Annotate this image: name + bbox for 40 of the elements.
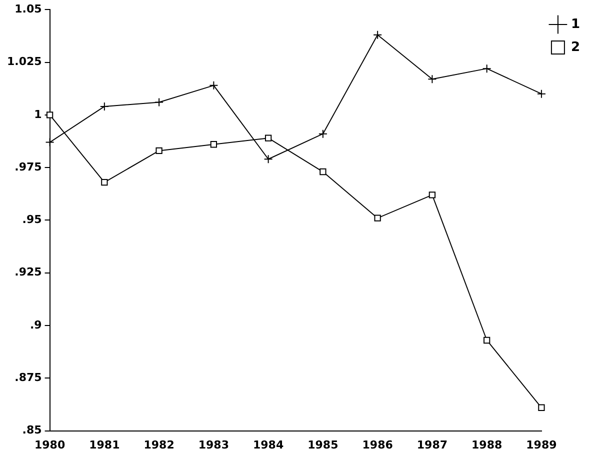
point [264, 134, 272, 142]
point [482, 64, 492, 74]
point [156, 147, 162, 154]
y-tick-label: 1.05 [14, 2, 42, 16]
point [320, 168, 326, 176]
x-tick-label: 1981 [89, 438, 120, 452]
point [428, 74, 437, 84]
point [483, 336, 490, 344]
y-tick-label: .975 [14, 160, 42, 174]
y-tick-label: .85 [22, 424, 42, 437]
y-tick-label: .95 [22, 213, 42, 226]
point [318, 129, 328, 138]
y-tick-label: .9 [30, 318, 42, 332]
x-tick-label: 1980 [34, 438, 66, 452]
point [374, 214, 381, 222]
point [100, 102, 109, 111]
x-tick-label: 1986 [362, 438, 394, 452]
x-tick-label: 1985 [308, 438, 338, 452]
x-tick-label: 1988 [472, 438, 502, 452]
y-tick-label: .925 [14, 266, 42, 279]
x-tick-label: 1987 [416, 438, 448, 452]
legend-label: 1 [570, 16, 580, 32]
point [154, 98, 164, 107]
x-tick-label: 1989 [526, 438, 557, 452]
point [209, 80, 218, 90]
point [264, 154, 273, 164]
point [101, 178, 108, 186]
point [373, 30, 382, 40]
point [210, 141, 218, 148]
x-tick-label: 1983 [198, 438, 229, 452]
y-tick-label: 1.025 [6, 55, 42, 68]
point [538, 404, 545, 411]
x-tick-label: 1982 [144, 438, 174, 452]
point [45, 138, 54, 147]
y-tick-label: .875 [14, 371, 42, 384]
point [428, 192, 436, 198]
legend-label: 2 [570, 40, 580, 55]
x-tick-label: 1984 [252, 438, 284, 452]
point [536, 89, 546, 98]
y-tick-label: 1 [34, 108, 42, 121]
